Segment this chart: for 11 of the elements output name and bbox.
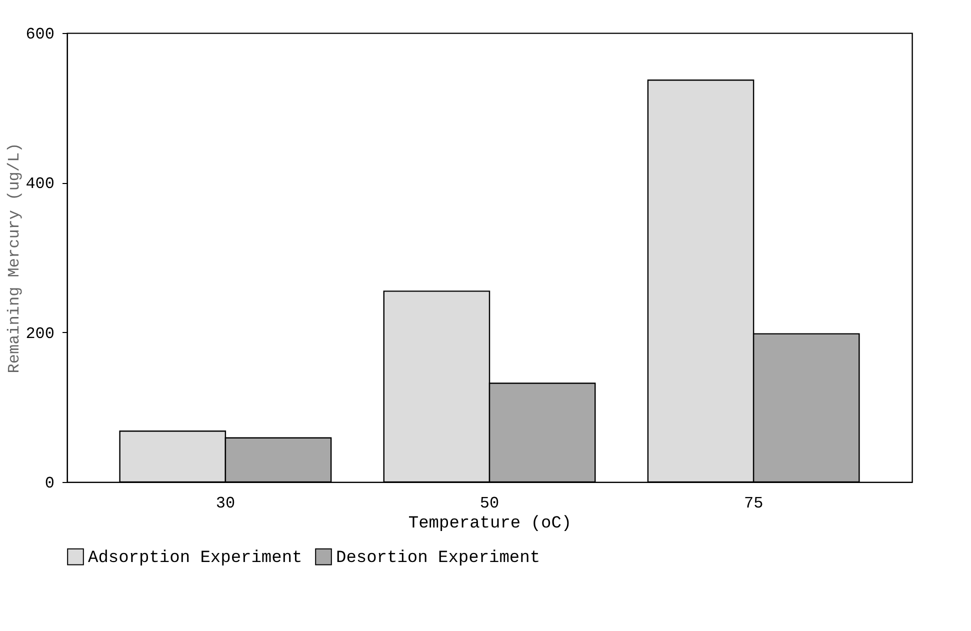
x-axis-title: Temperature (oC) <box>408 514 572 534</box>
y-tick-label: 0 <box>44 474 54 492</box>
y-tick-label: 600 <box>26 26 54 44</box>
x-tick-label: 30 <box>216 494 236 512</box>
y-tick-label: 400 <box>26 175 54 194</box>
x-tick-label: 75 <box>744 494 764 512</box>
legend-label: Adsorption Experiment <box>88 548 302 568</box>
y-tick-label: 200 <box>26 324 54 343</box>
legend-label: Desortion Experiment <box>336 548 540 568</box>
y-axis-title: Remaining Mercury (ug/L) <box>6 142 24 374</box>
x-tick-label: 50 <box>480 494 500 512</box>
